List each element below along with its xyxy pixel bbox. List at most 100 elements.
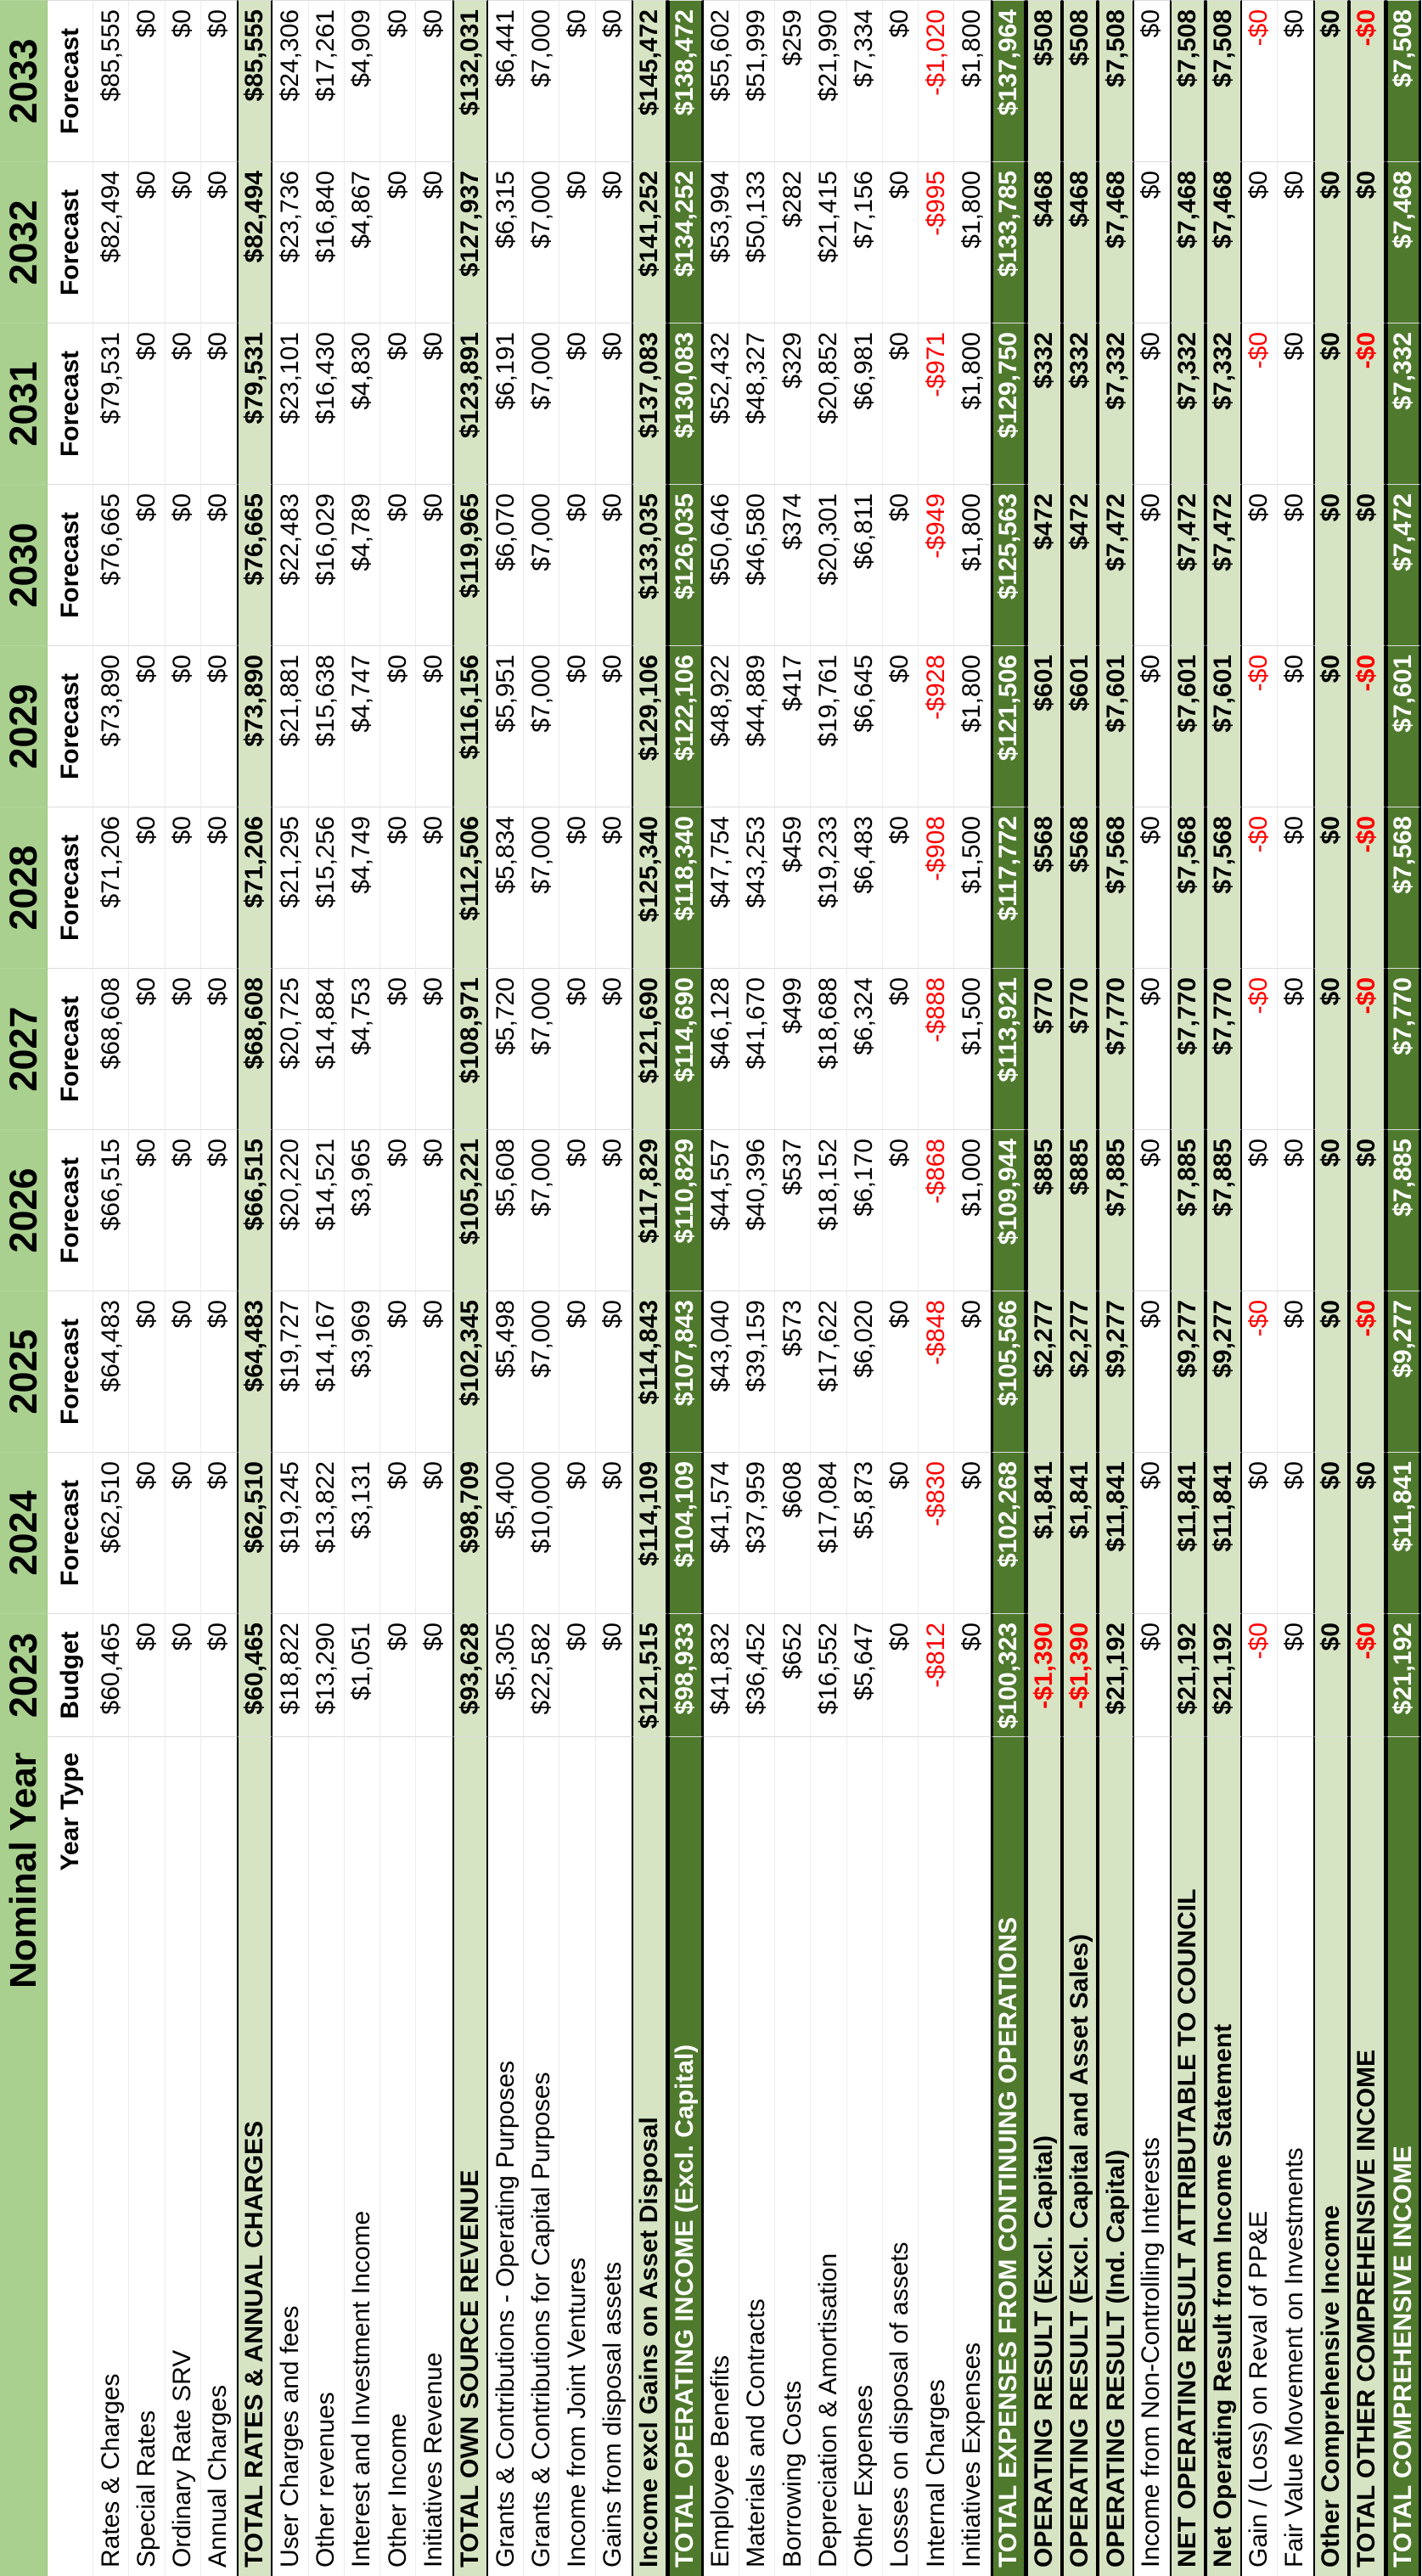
value-cell: $7,885 [1385,1129,1421,1291]
value-cell: $7,472 [1206,484,1242,645]
value-cell: $0 [882,323,919,484]
value-cell: $0 [1349,161,1385,323]
value-cell: $9,277 [1169,1291,1206,1452]
value-cell: $0 [129,968,166,1129]
value-cell: $7,885 [1098,1129,1134,1291]
value-cell: $98,933 [667,1613,704,1736]
value-cell: $0 [882,1129,919,1291]
value-cell: $0 [416,1613,452,1736]
value-cell: $4,867 [344,161,381,323]
value-cell: $468 [1062,161,1099,323]
value-cell: $82,494 [237,161,273,323]
value-cell: $0 [416,484,452,645]
value-cell: $7,885 [1169,1129,1206,1291]
value-cell: $0 [380,484,417,645]
value-cell: $0 [1133,807,1170,968]
value-cell: $7,332 [1169,323,1206,484]
value-cell: $7,508 [1206,0,1242,161]
value-cell: $13,822 [308,1452,345,1613]
value-cell: $66,515 [237,1129,273,1291]
value-cell: $0 [882,645,919,807]
value-cell: -$888 [919,968,955,1129]
value-cell: $7,601 [1385,645,1421,807]
value-cell: $2,277 [1026,1291,1063,1452]
value-cell: $7,334 [846,0,883,161]
value-cell: $0 [200,807,238,968]
value-cell: $114,690 [667,968,704,1129]
value-cell: $22,483 [273,484,309,645]
value-cell: $16,552 [811,1613,847,1736]
value-cell: $126,035 [667,484,704,645]
value-cell: $141,252 [631,161,668,323]
value-cell: $36,452 [739,1613,776,1736]
value-cell: $7,568 [1206,807,1242,968]
value-cell: $0 [380,1129,417,1291]
value-cell: $329 [775,323,812,484]
value-cell: $0 [200,645,238,807]
value-cell: $0 [559,807,596,968]
value-cell: $125,563 [990,484,1026,645]
row-label: Ordinary Rate SRV [165,1736,201,2576]
year-type-cell: Forecast [48,968,93,1129]
value-cell: $100,323 [990,1613,1026,1736]
value-cell: $0 [882,0,919,161]
value-cell: $6,811 [846,484,883,645]
value-cell: $114,843 [631,1291,668,1452]
row-label: Fair Value Movement on Investments [1277,1736,1314,2576]
value-cell: $0 [1133,1291,1170,1452]
value-cell: $1,800 [954,161,991,323]
year-type-cell: Forecast [48,1291,93,1452]
value-cell: $0 [165,1129,201,1291]
value-cell: -$0 [1349,968,1385,1129]
row-label: Initiatives Revenue [416,1736,452,2576]
value-cell: $259 [775,0,812,161]
value-cell: $0 [129,807,166,968]
row-label: TOTAL OPERATING INCOME (Excl. Capital) [667,1736,704,2576]
year-header: 2024 [0,1452,48,1613]
value-cell: $7,000 [524,807,560,968]
value-cell: -$0 [1349,0,1385,161]
value-cell: $332 [1026,323,1063,484]
value-cell: $568 [1062,807,1099,968]
value-cell: $19,245 [273,1452,309,1613]
value-cell: $18,822 [273,1613,309,1736]
value-cell: $16,840 [308,161,345,323]
value-cell: $9,277 [1206,1291,1242,1452]
value-cell: $0 [380,1291,417,1452]
value-cell: $21,192 [1098,1613,1134,1736]
value-cell: $6,324 [846,968,883,1129]
value-cell: $1,500 [954,968,991,1129]
value-cell: $107,843 [667,1291,704,1452]
value-cell: $116,156 [452,645,488,807]
row-label: Other revenues [308,1736,345,2576]
value-cell: $7,000 [524,1291,560,1452]
value-cell: $7,472 [1098,484,1134,645]
value-cell: $7,472 [1385,484,1421,645]
value-cell: $19,233 [811,807,847,968]
value-cell: -$1,020 [919,0,955,161]
value-cell: $113,921 [990,968,1026,1129]
row-label: Gains from disposal assets [595,1736,632,2576]
value-cell: $0 [559,645,596,807]
row-label: Materials and Contracts [739,1736,776,2576]
value-cell: $7,601 [1098,645,1134,807]
value-cell: $0 [559,1452,596,1613]
value-cell: -$848 [919,1291,955,1452]
value-cell: $108,971 [452,968,488,1129]
value-cell: $7,770 [1206,968,1242,1129]
value-cell: $0 [200,1129,238,1291]
value-cell: $0 [1313,968,1350,1129]
year-header: 2023 [0,1613,48,1736]
value-cell: $6,191 [487,323,525,484]
year-type-cell: Budget [48,1613,93,1736]
value-cell: $1,800 [954,0,991,161]
value-cell: $14,521 [308,1129,345,1291]
value-cell: $125,340 [631,807,668,968]
value-cell: $0 [165,645,201,807]
value-cell: $0 [1277,484,1314,645]
value-cell: $6,315 [487,161,525,323]
value-cell: $73,890 [93,645,130,807]
value-cell: $4,753 [344,968,381,1129]
value-cell: $417 [775,645,812,807]
